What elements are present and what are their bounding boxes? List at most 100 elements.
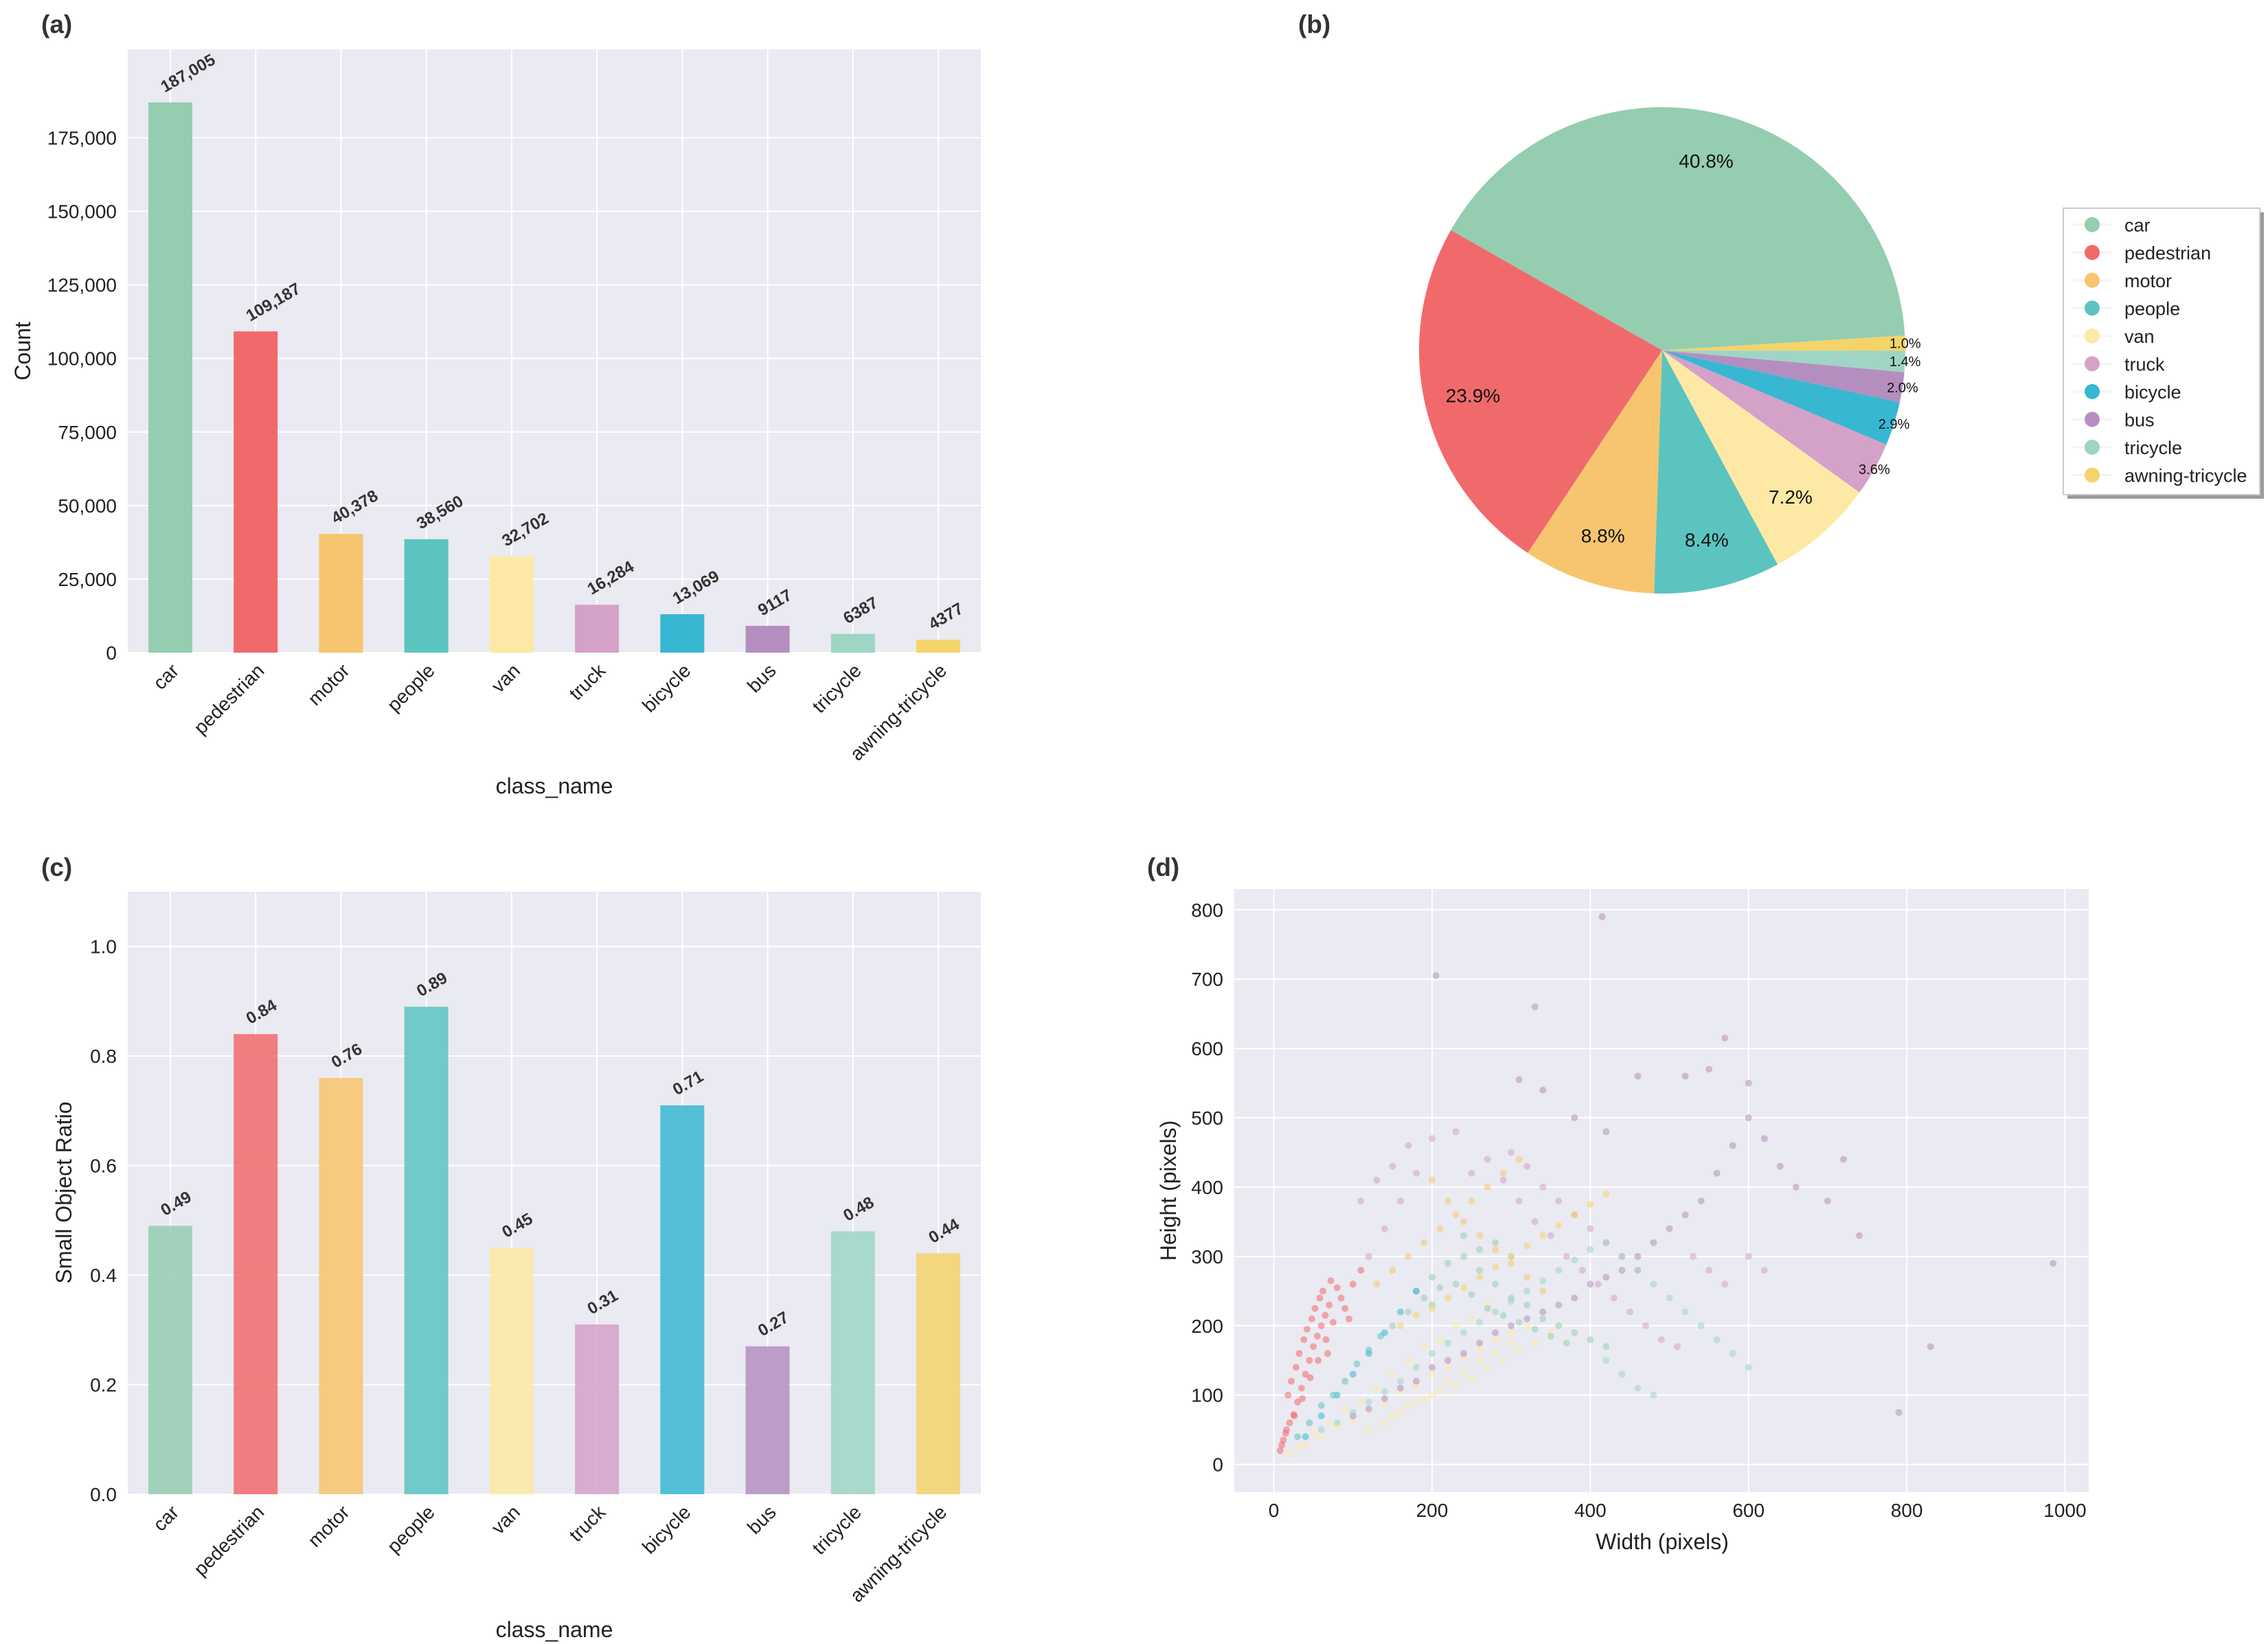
scatter-point <box>1396 1377 1404 1385</box>
scatter-point <box>1618 1371 1626 1378</box>
scatter-point <box>1539 1232 1547 1239</box>
scatter-point <box>1420 1294 1428 1302</box>
scatter-point <box>1484 1305 1491 1312</box>
scatter-point <box>1713 1169 1721 1177</box>
y-tick-label: 0.0 <box>90 1484 117 1505</box>
scatter-point <box>1745 1252 1752 1260</box>
scatter-point <box>1283 1426 1291 1434</box>
scatter-point <box>1571 1294 1578 1302</box>
pie-slice-van <box>1662 350 1860 565</box>
bars <box>148 102 960 653</box>
scatter-point <box>1405 1357 1412 1364</box>
y-tick-label: 175,000 <box>47 127 117 148</box>
scatter-point <box>1484 1183 1491 1191</box>
scatter-point <box>1705 1066 1713 1073</box>
scatter-point <box>1492 1308 1499 1316</box>
pie-slice-bicycle <box>1662 350 1900 445</box>
x-tick-label: people <box>383 660 439 715</box>
scatter-point <box>1681 1211 1689 1219</box>
x-tick-label: motor <box>304 660 354 710</box>
scatter-point <box>1492 1281 1499 1288</box>
scatter-point <box>1436 1336 1444 1343</box>
pie-percent-label: 2.9% <box>1879 417 1910 432</box>
x-tick-label: car <box>149 1501 183 1535</box>
scatter-point <box>1405 1252 1412 1260</box>
x-tick-label: motor <box>304 1501 354 1551</box>
legend-marker-truck <box>2085 356 2100 372</box>
scatter-point <box>1428 1364 1436 1371</box>
scatter-point <box>1539 1287 1547 1295</box>
scatter-point <box>1322 1336 1330 1343</box>
bar-motor <box>319 1078 363 1494</box>
scatter-point <box>1492 1246 1499 1253</box>
y-tick-labels: 0.0 0.2 0.4 0.6 0.8 1.0 <box>90 936 117 1505</box>
pie-slices <box>1419 106 1906 594</box>
scatter-point <box>1452 1128 1460 1136</box>
scatter-point <box>1310 1430 1317 1437</box>
x-tick-label: bicycle <box>638 660 694 716</box>
y-tick-label: 0 <box>106 642 117 664</box>
y-tick-label: 200 <box>1191 1316 1223 1337</box>
scatter-point <box>1492 1329 1499 1336</box>
bar-truck <box>575 1324 620 1494</box>
scatter-point <box>1295 1350 1303 1358</box>
pie-slice-awning-tricycle <box>1662 335 1906 351</box>
x-tick-label: bus <box>743 660 780 697</box>
bar-bus <box>745 625 790 653</box>
scatter-point <box>1396 1308 1404 1316</box>
scatter-point <box>1523 1162 1531 1170</box>
scatter-point <box>1531 1325 1539 1333</box>
scatter-point <box>1365 1398 1372 1406</box>
y-tick-label: 0.8 <box>90 1046 117 1067</box>
x-tick-label: 200 <box>1416 1500 1449 1521</box>
x-tick-label: pedestrian <box>190 660 268 738</box>
scatter-point <box>1658 1336 1665 1343</box>
y-tick-label: 0.2 <box>90 1375 117 1396</box>
x-tick-label: tricycle <box>808 660 865 717</box>
scatter-point <box>1389 1371 1396 1378</box>
scatter-point <box>1476 1347 1484 1354</box>
y-tick-label: 800 <box>1191 899 1223 921</box>
legend-marker-motor <box>2085 273 2100 288</box>
scatter-point <box>1317 1433 1325 1441</box>
scatter-point <box>1508 1252 1515 1260</box>
scatter-point <box>1468 1169 1475 1177</box>
pie-percent-label: 2.0% <box>1887 381 1918 396</box>
scatter-point <box>1476 1232 1484 1239</box>
scatter-point <box>1319 1287 1327 1295</box>
scatter-point <box>1286 1419 1293 1427</box>
bar-motor <box>319 534 363 653</box>
scatter-point <box>1499 1176 1507 1184</box>
scatter-point <box>1276 1447 1284 1454</box>
legend-marker-pedestrian <box>2085 245 2100 260</box>
x-tick-label: van <box>487 1501 524 1538</box>
scatter-point <box>1547 1332 1554 1340</box>
scatter-point <box>1824 1197 1831 1205</box>
bar-pedestrian <box>234 331 278 653</box>
scatter-point <box>1666 1294 1673 1302</box>
scatter-point <box>1468 1374 1475 1382</box>
scatter-point <box>1839 1156 1847 1163</box>
legend-label: truck <box>2124 354 2165 375</box>
scatter-point <box>1713 1336 1721 1343</box>
x-tick-label: truck <box>565 660 611 705</box>
scatter-point <box>1436 1388 1444 1395</box>
y-tick-label: 0.4 <box>90 1265 117 1286</box>
scatter-point <box>1444 1294 1451 1302</box>
scatter-point <box>1460 1232 1468 1239</box>
scatter-point <box>1444 1197 1451 1205</box>
scatter-point <box>1302 1371 1309 1378</box>
legend-marker-van <box>2085 328 2100 344</box>
scatter-point <box>1317 1322 1325 1329</box>
scatter-point <box>1650 1391 1657 1399</box>
scatter-point <box>1365 1347 1372 1354</box>
scatter-point <box>1381 1395 1388 1402</box>
scatter-point <box>1310 1343 1317 1351</box>
scatter-point <box>1721 1034 1729 1041</box>
scatter-point <box>1317 1412 1325 1419</box>
scatter-point <box>1476 1340 1484 1347</box>
scatter-point <box>1436 1225 1444 1232</box>
scatter-point <box>1420 1395 1428 1402</box>
x-tick-labels: 0 200 400 600 800 1000 <box>1269 1500 2087 1521</box>
